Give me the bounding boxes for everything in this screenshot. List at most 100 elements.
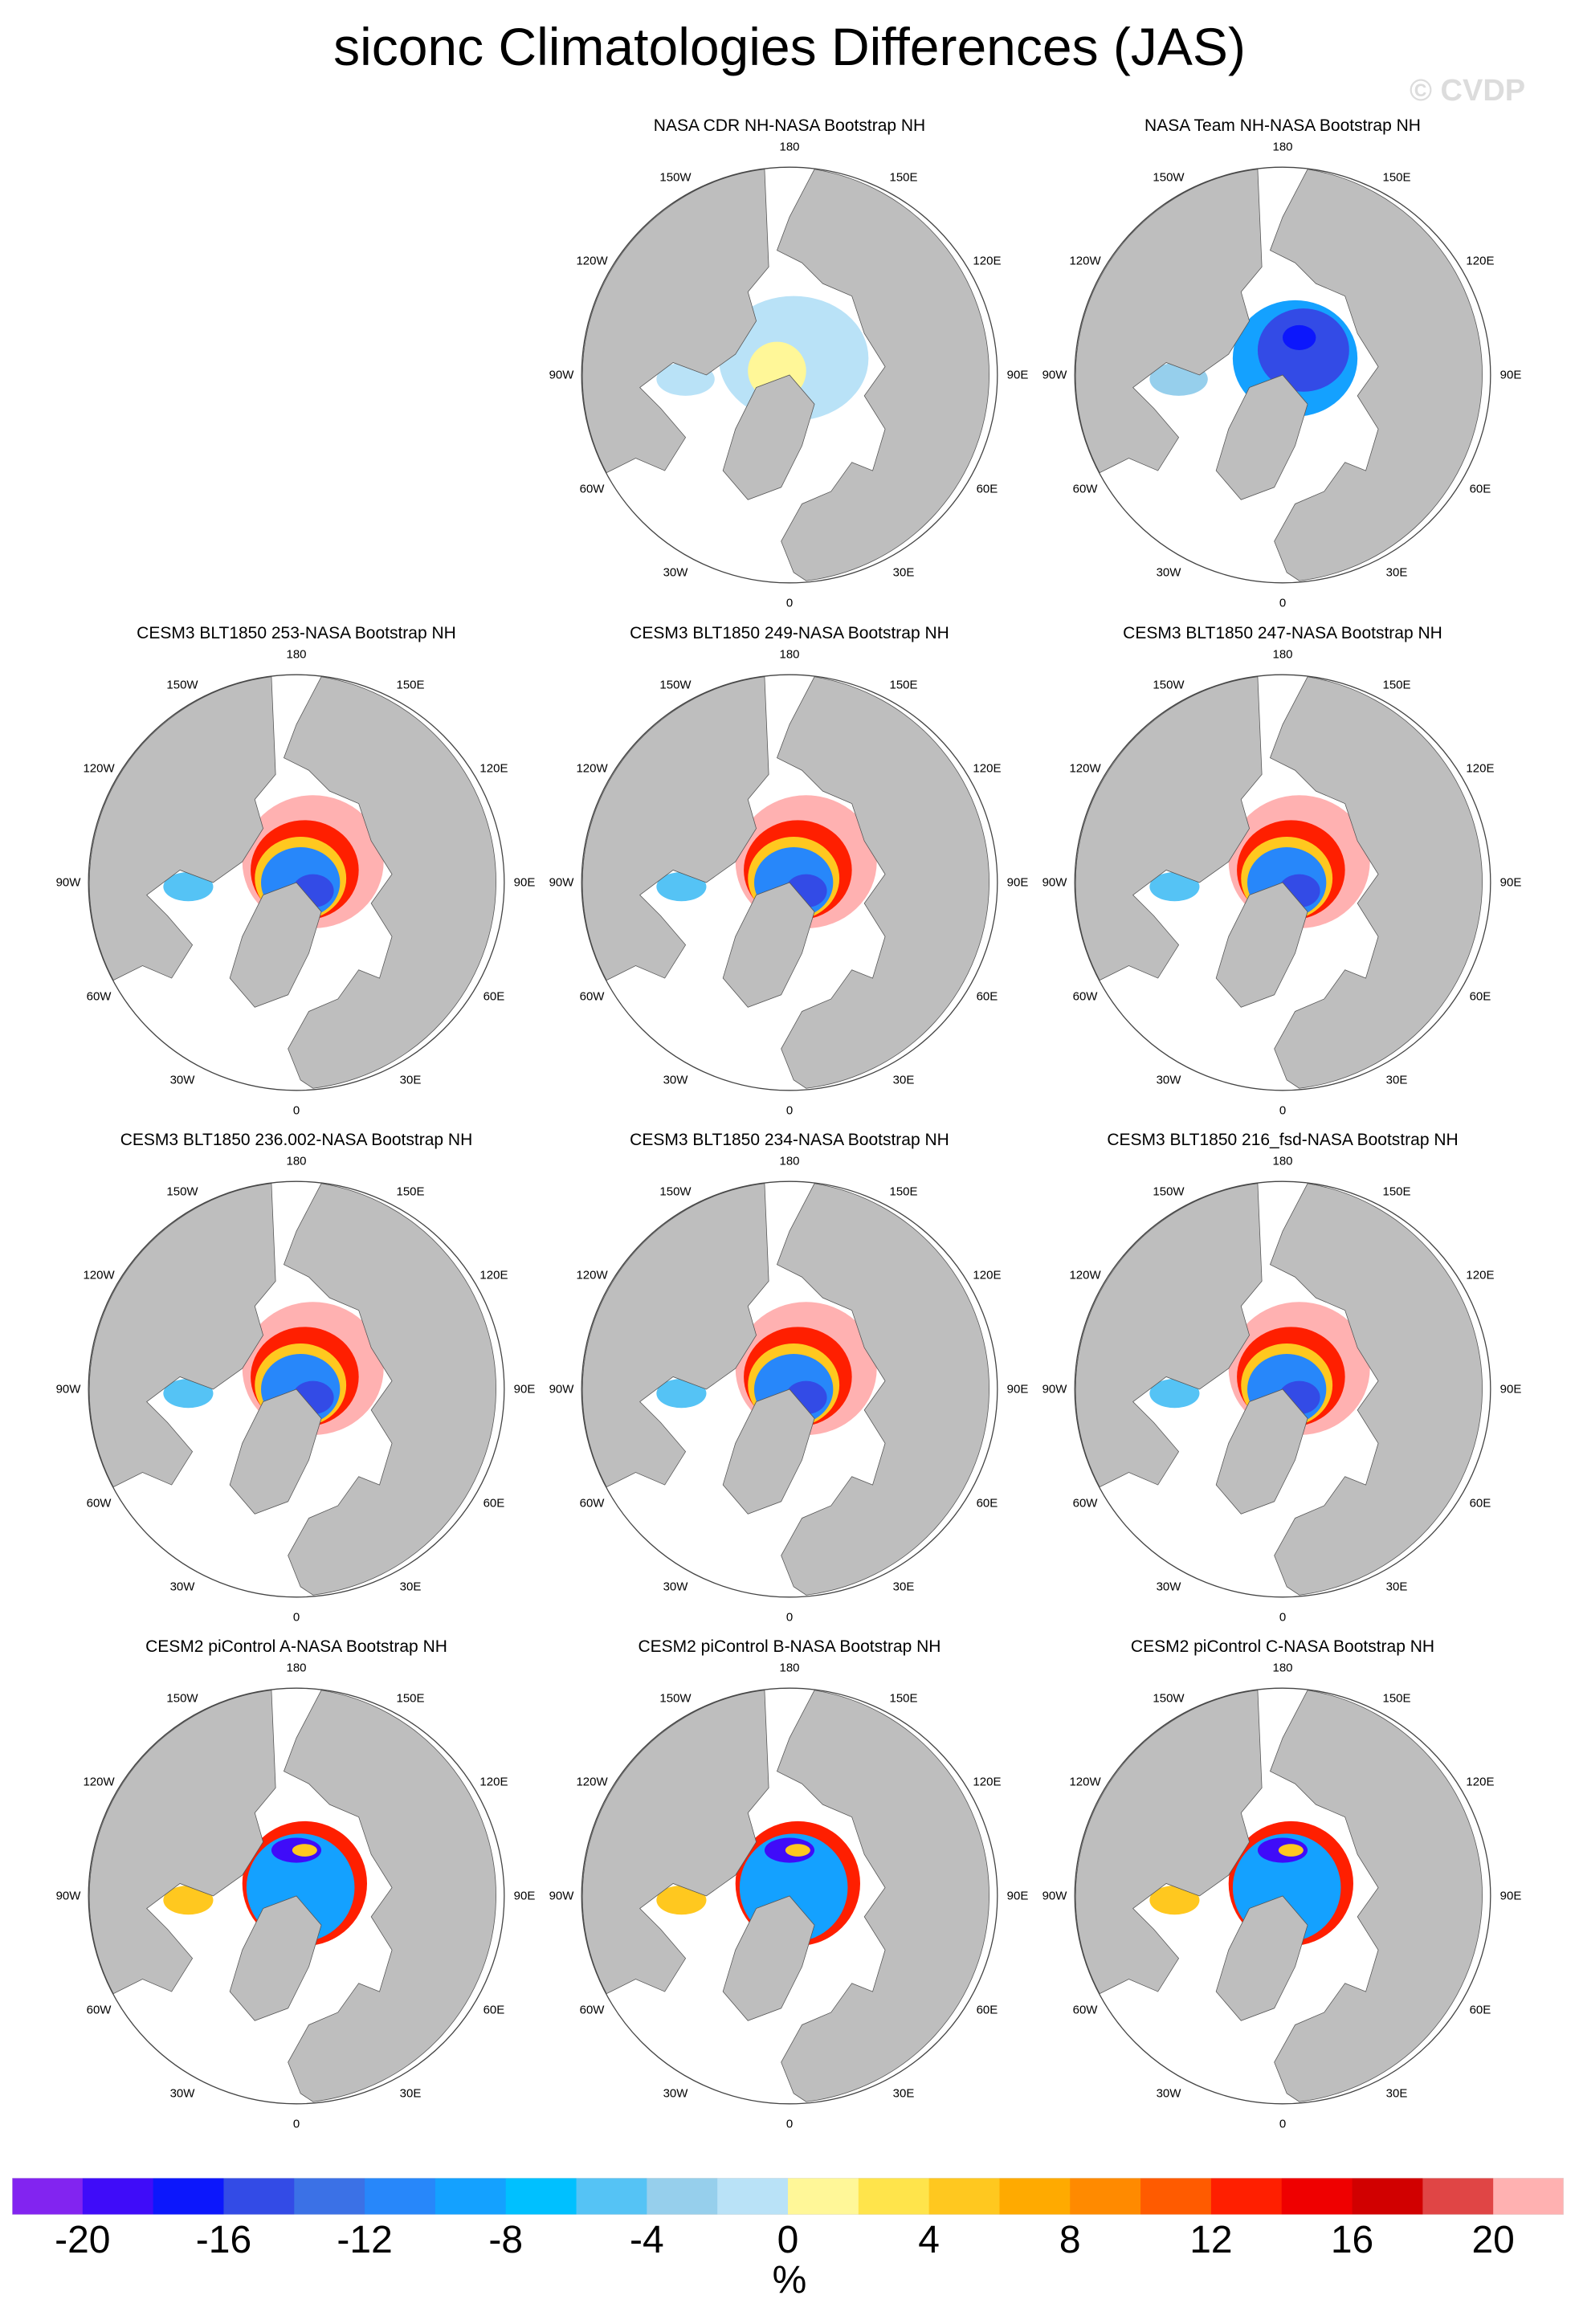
land	[1075, 676, 1263, 981]
panel-title: CESM3 BLT1850 216_fsd-NASA Bootstrap NH	[1107, 1131, 1459, 1149]
colorbar-tick-label: -4	[630, 2219, 664, 2261]
colorbar-box	[435, 2178, 507, 2215]
lon-label: 60W	[579, 482, 605, 496]
lon-label: 30W	[1156, 565, 1181, 580]
lon-label: 150W	[1153, 1184, 1185, 1199]
lon-label: 180	[1272, 647, 1293, 662]
polar-map	[1074, 674, 1491, 1091]
lon-label: 90W	[1042, 1889, 1067, 1903]
colorbar-box	[1070, 2178, 1141, 2215]
polar-map	[1074, 1180, 1491, 1598]
ice-diff-region	[1283, 324, 1316, 350]
ice-diff-region	[292, 1844, 317, 1857]
lon-label: 150W	[166, 1691, 198, 1706]
lon-label: 90E	[1499, 368, 1522, 382]
lon-label: 30E	[1385, 2086, 1408, 2101]
lon-label: 150E	[889, 1184, 918, 1199]
colorbar-box	[928, 2178, 1000, 2215]
lon-label: 0	[785, 1103, 794, 1118]
colorbar-box	[223, 2178, 295, 2215]
lon-label: 150W	[659, 1691, 692, 1706]
ice-diff-region	[1278, 1844, 1304, 1857]
lon-label: 150W	[166, 678, 198, 692]
land	[1215, 1895, 1308, 2021]
ice-diff-region	[1257, 308, 1349, 392]
land	[722, 374, 815, 500]
lon-label: 120W	[1069, 254, 1101, 268]
panel-title: CESM3 BLT1850 236.002-NASA Bootstrap NH	[120, 1131, 473, 1149]
map-boundary	[1074, 1687, 1491, 2105]
colorbar-box	[12, 2178, 84, 2215]
lon-label: 90E	[1006, 1382, 1029, 1396]
watermark: © CVDP	[1410, 74, 1526, 108]
land	[776, 1690, 989, 2102]
polar-map	[88, 1687, 505, 2105]
lon-label: 60E	[1469, 989, 1491, 1004]
lon-label: 150W	[1153, 1691, 1185, 1706]
colorbar-box	[1281, 2178, 1353, 2215]
lon-label: 90W	[549, 368, 574, 382]
lon-label: 150E	[396, 1184, 425, 1199]
land	[581, 169, 769, 474]
lon-label: 150E	[889, 678, 918, 692]
map-boundary	[1074, 674, 1491, 1091]
lon-label: 90E	[513, 875, 536, 890]
lon-label: 90W	[55, 1889, 81, 1903]
polar-map	[581, 1687, 998, 2105]
lon-label: 150E	[396, 678, 425, 692]
land	[283, 1690, 496, 2102]
lon-label: 30E	[892, 1580, 915, 1594]
lon-label: 120E	[1466, 1268, 1495, 1282]
lon-label: 90W	[1042, 368, 1067, 382]
lon-label: 180	[779, 1661, 800, 1675]
ice-diff-region	[163, 1886, 214, 1915]
lon-label: 30W	[169, 1580, 195, 1594]
lon-label: 180	[779, 1154, 800, 1168]
lon-label: 90E	[513, 1889, 536, 1903]
lon-label: 30E	[1385, 565, 1408, 580]
panel-title: CESM3 BLT1850 253-NASA Bootstrap NH	[137, 624, 456, 642]
ice-diff-region	[785, 1844, 810, 1857]
polar-map	[1074, 1687, 1491, 2105]
lon-label: 120W	[576, 1775, 608, 1789]
map-boundary	[88, 1687, 505, 2105]
lon-label: 180	[779, 647, 800, 662]
lon-label: 30E	[1385, 1073, 1408, 1087]
lon-label: 60E	[483, 2003, 505, 2017]
ice-diff-region	[656, 872, 707, 902]
colorbar-box	[153, 2178, 224, 2215]
ice-diff-region	[1149, 872, 1200, 902]
lon-label: 120E	[1466, 761, 1495, 776]
lon-label: 60W	[1072, 2003, 1098, 2017]
map-boundary	[88, 674, 505, 1091]
land	[581, 1183, 769, 1488]
lon-label: 120W	[83, 1268, 115, 1282]
lon-label: 90E	[1499, 1889, 1522, 1903]
colorbar-tick-label: -20	[55, 2219, 111, 2261]
lon-label: 120E	[973, 1775, 1002, 1789]
land	[1075, 1183, 1263, 1488]
land	[776, 676, 989, 1089]
lon-label: 90W	[549, 1382, 574, 1396]
lon-label: 180	[286, 1661, 307, 1675]
panel-title: CESM3 BLT1850 249-NASA Bootstrap NH	[630, 624, 949, 642]
lon-label: 0	[785, 2117, 794, 2131]
land	[581, 676, 769, 981]
map-boundary	[581, 1687, 998, 2105]
map-boundary	[1074, 166, 1491, 584]
lon-label: 60E	[1469, 482, 1491, 496]
lon-label: 90W	[1042, 875, 1067, 890]
polar-map	[581, 1180, 998, 1598]
land	[283, 676, 496, 1089]
lon-label: 30E	[1385, 1580, 1408, 1594]
lon-label: 30W	[1156, 1073, 1181, 1087]
panel-title: CESM2 piControl A-NASA Bootstrap NH	[145, 1637, 447, 1656]
land	[1215, 1388, 1308, 1515]
lon-label: 90E	[1006, 875, 1029, 890]
polar-map	[581, 166, 998, 584]
lon-label: 60E	[483, 989, 505, 1004]
land	[776, 169, 989, 581]
lon-label: 120W	[1069, 761, 1101, 776]
lon-label: 0	[1279, 1610, 1287, 1625]
lon-label: 120W	[1069, 1775, 1101, 1789]
